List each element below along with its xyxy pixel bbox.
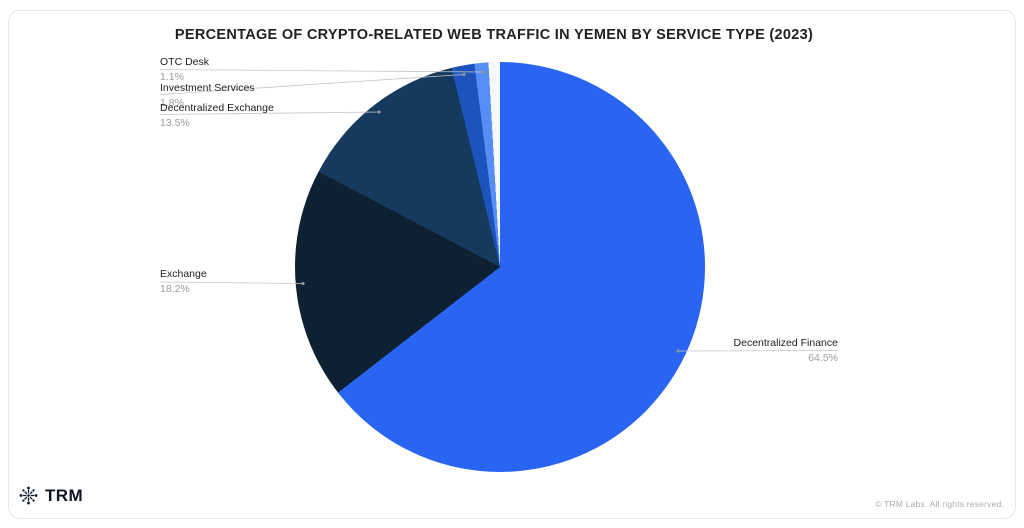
- callout-decentralized-finance: Decentralized Finance 64.5%: [638, 337, 838, 364]
- callout-otc-desk: OTC Desk 1.1%: [160, 56, 209, 83]
- slice-value: 1.1%: [160, 71, 184, 83]
- slice-label: Decentralized Exchange: [160, 102, 274, 114]
- trm-wordmark: TRM: [45, 485, 84, 505]
- slice-value: 18.2%: [160, 283, 190, 295]
- slice-label: Decentralized Finance: [733, 337, 838, 349]
- slice-value: 1.8%: [160, 97, 184, 109]
- slice-label: Exchange: [160, 268, 207, 280]
- slice-label: Investment Services: [160, 82, 255, 94]
- chart-title: PERCENTAGE OF CRYPTO-RELATED WEB TRAFFIC…: [174, 27, 814, 43]
- trm-starburst-icon: [19, 486, 38, 505]
- callout-exchange: Exchange 18.2%: [160, 268, 207, 295]
- slice-label: OTC Desk: [160, 56, 210, 68]
- callout-decentralized-exchange: Decentralized Exchange 13.5%: [160, 102, 274, 129]
- slice-value: 64.5%: [808, 352, 838, 364]
- callout-investment-services: Investment Services 1.8%: [160, 82, 255, 109]
- copyright-text: © TRM Labs. All rights reserved.: [875, 499, 1004, 509]
- trm-logo: TRM: [18, 485, 83, 506]
- pie-chart: [295, 62, 705, 472]
- slice-value: 13.5%: [160, 117, 190, 129]
